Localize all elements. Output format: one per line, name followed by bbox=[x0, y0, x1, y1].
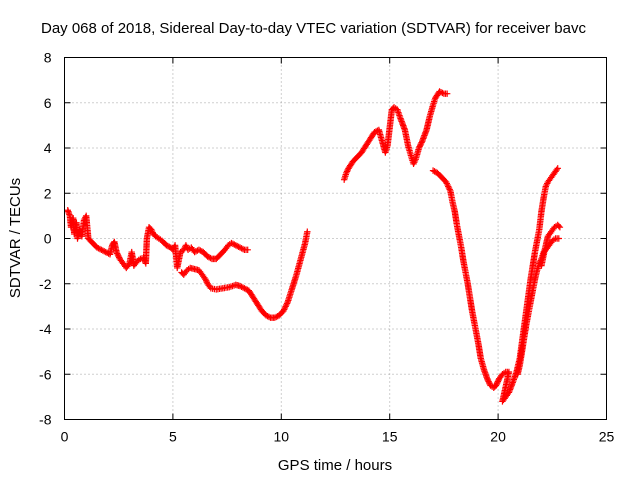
data-point bbox=[197, 247, 204, 254]
data-point bbox=[102, 248, 109, 256]
data-point bbox=[271, 314, 278, 321]
y-tick-label: 6 bbox=[44, 95, 52, 111]
data-point bbox=[553, 166, 560, 174]
chart-title: Day 068 of 2018, Sidereal Day-to-day VTE… bbox=[41, 20, 586, 37]
data-point bbox=[437, 88, 445, 96]
data-point bbox=[371, 128, 378, 136]
data-point bbox=[555, 235, 563, 242]
data-point bbox=[232, 242, 239, 249]
y-tick-label: -2 bbox=[39, 276, 52, 292]
data-point bbox=[204, 253, 211, 260]
data-point bbox=[343, 169, 350, 177]
data-point bbox=[283, 300, 291, 307]
x-tick-label: 5 bbox=[169, 429, 177, 445]
data-point bbox=[148, 226, 155, 233]
data-point bbox=[125, 261, 132, 269]
data-point bbox=[429, 167, 437, 174]
data-point bbox=[235, 243, 242, 250]
data-point bbox=[555, 222, 563, 230]
data-point bbox=[205, 254, 213, 261]
data-point bbox=[264, 312, 271, 320]
data-point bbox=[443, 180, 450, 187]
y-tick-labels: -8 -6 -4 -2 0 2 4 6 8 bbox=[39, 50, 52, 428]
data-point bbox=[234, 242, 241, 250]
data-point bbox=[273, 313, 280, 321]
data-point bbox=[411, 159, 418, 166]
data-point bbox=[244, 246, 251, 254]
y-tick-label: 2 bbox=[44, 185, 52, 201]
y-tick-label: 8 bbox=[44, 50, 52, 66]
data-point bbox=[443, 90, 451, 97]
data-point bbox=[282, 303, 289, 310]
data-point bbox=[242, 285, 250, 293]
data-point bbox=[445, 184, 453, 192]
data-point bbox=[241, 285, 248, 292]
data-points bbox=[64, 88, 564, 405]
data-point bbox=[207, 254, 214, 262]
data-point bbox=[418, 139, 425, 146]
plot-frame bbox=[64, 57, 607, 420]
data-point bbox=[96, 245, 104, 253]
data-point bbox=[265, 313, 273, 321]
y-tick-label: -6 bbox=[39, 366, 52, 382]
data-point bbox=[445, 183, 452, 190]
data-point bbox=[281, 304, 289, 312]
x-tick-label: 25 bbox=[599, 429, 615, 445]
data-point bbox=[542, 183, 549, 190]
data-point bbox=[148, 227, 156, 235]
y-tick-label: 4 bbox=[44, 140, 52, 156]
data-point bbox=[238, 245, 245, 252]
data-point bbox=[280, 307, 287, 315]
y-tick-label: -4 bbox=[39, 321, 52, 337]
data-point bbox=[239, 245, 247, 253]
data-point bbox=[411, 157, 419, 165]
data-point bbox=[192, 248, 200, 255]
data-point bbox=[556, 223, 564, 231]
data-point bbox=[439, 89, 446, 97]
data-point bbox=[446, 186, 453, 193]
data-point bbox=[98, 246, 105, 254]
x-tick-label: 0 bbox=[61, 429, 69, 445]
data-point bbox=[236, 282, 244, 290]
data-point bbox=[182, 242, 190, 249]
data-point bbox=[239, 284, 247, 291]
data-point bbox=[280, 306, 288, 313]
data-point bbox=[164, 242, 172, 250]
data-point bbox=[163, 242, 170, 249]
x-axis-label: GPS time / hours bbox=[278, 457, 392, 474]
data-point bbox=[431, 168, 438, 175]
data-point bbox=[410, 160, 417, 168]
x-tick-label: 20 bbox=[490, 429, 506, 445]
data-point bbox=[554, 165, 561, 172]
data-point bbox=[202, 277, 210, 284]
x-tick-labels: 0 5 10 15 20 25 bbox=[61, 429, 615, 445]
data-point bbox=[444, 181, 451, 189]
data-point bbox=[238, 283, 245, 290]
data-point bbox=[202, 276, 209, 283]
data-point bbox=[195, 246, 203, 254]
data-point bbox=[283, 301, 290, 309]
data-point bbox=[442, 178, 450, 186]
data-point bbox=[262, 312, 270, 319]
data-point bbox=[231, 241, 238, 248]
y-axis-label: SDTVAR / TECUs bbox=[7, 178, 24, 298]
y-tick-label: 0 bbox=[44, 231, 52, 247]
data-point bbox=[236, 244, 244, 251]
data-point bbox=[343, 168, 351, 175]
data-point bbox=[436, 88, 443, 95]
data-point bbox=[543, 181, 550, 189]
data-point bbox=[228, 239, 235, 247]
x-tick-label: 15 bbox=[382, 429, 398, 445]
data-point bbox=[101, 248, 108, 255]
data-point bbox=[304, 228, 311, 235]
x-tick-label: 10 bbox=[274, 429, 290, 445]
y-tick-label: -8 bbox=[39, 412, 52, 428]
data-point bbox=[99, 247, 107, 254]
data-point bbox=[95, 245, 102, 252]
data-point bbox=[93, 244, 101, 251]
data-point bbox=[191, 248, 198, 256]
data-point bbox=[229, 240, 237, 247]
